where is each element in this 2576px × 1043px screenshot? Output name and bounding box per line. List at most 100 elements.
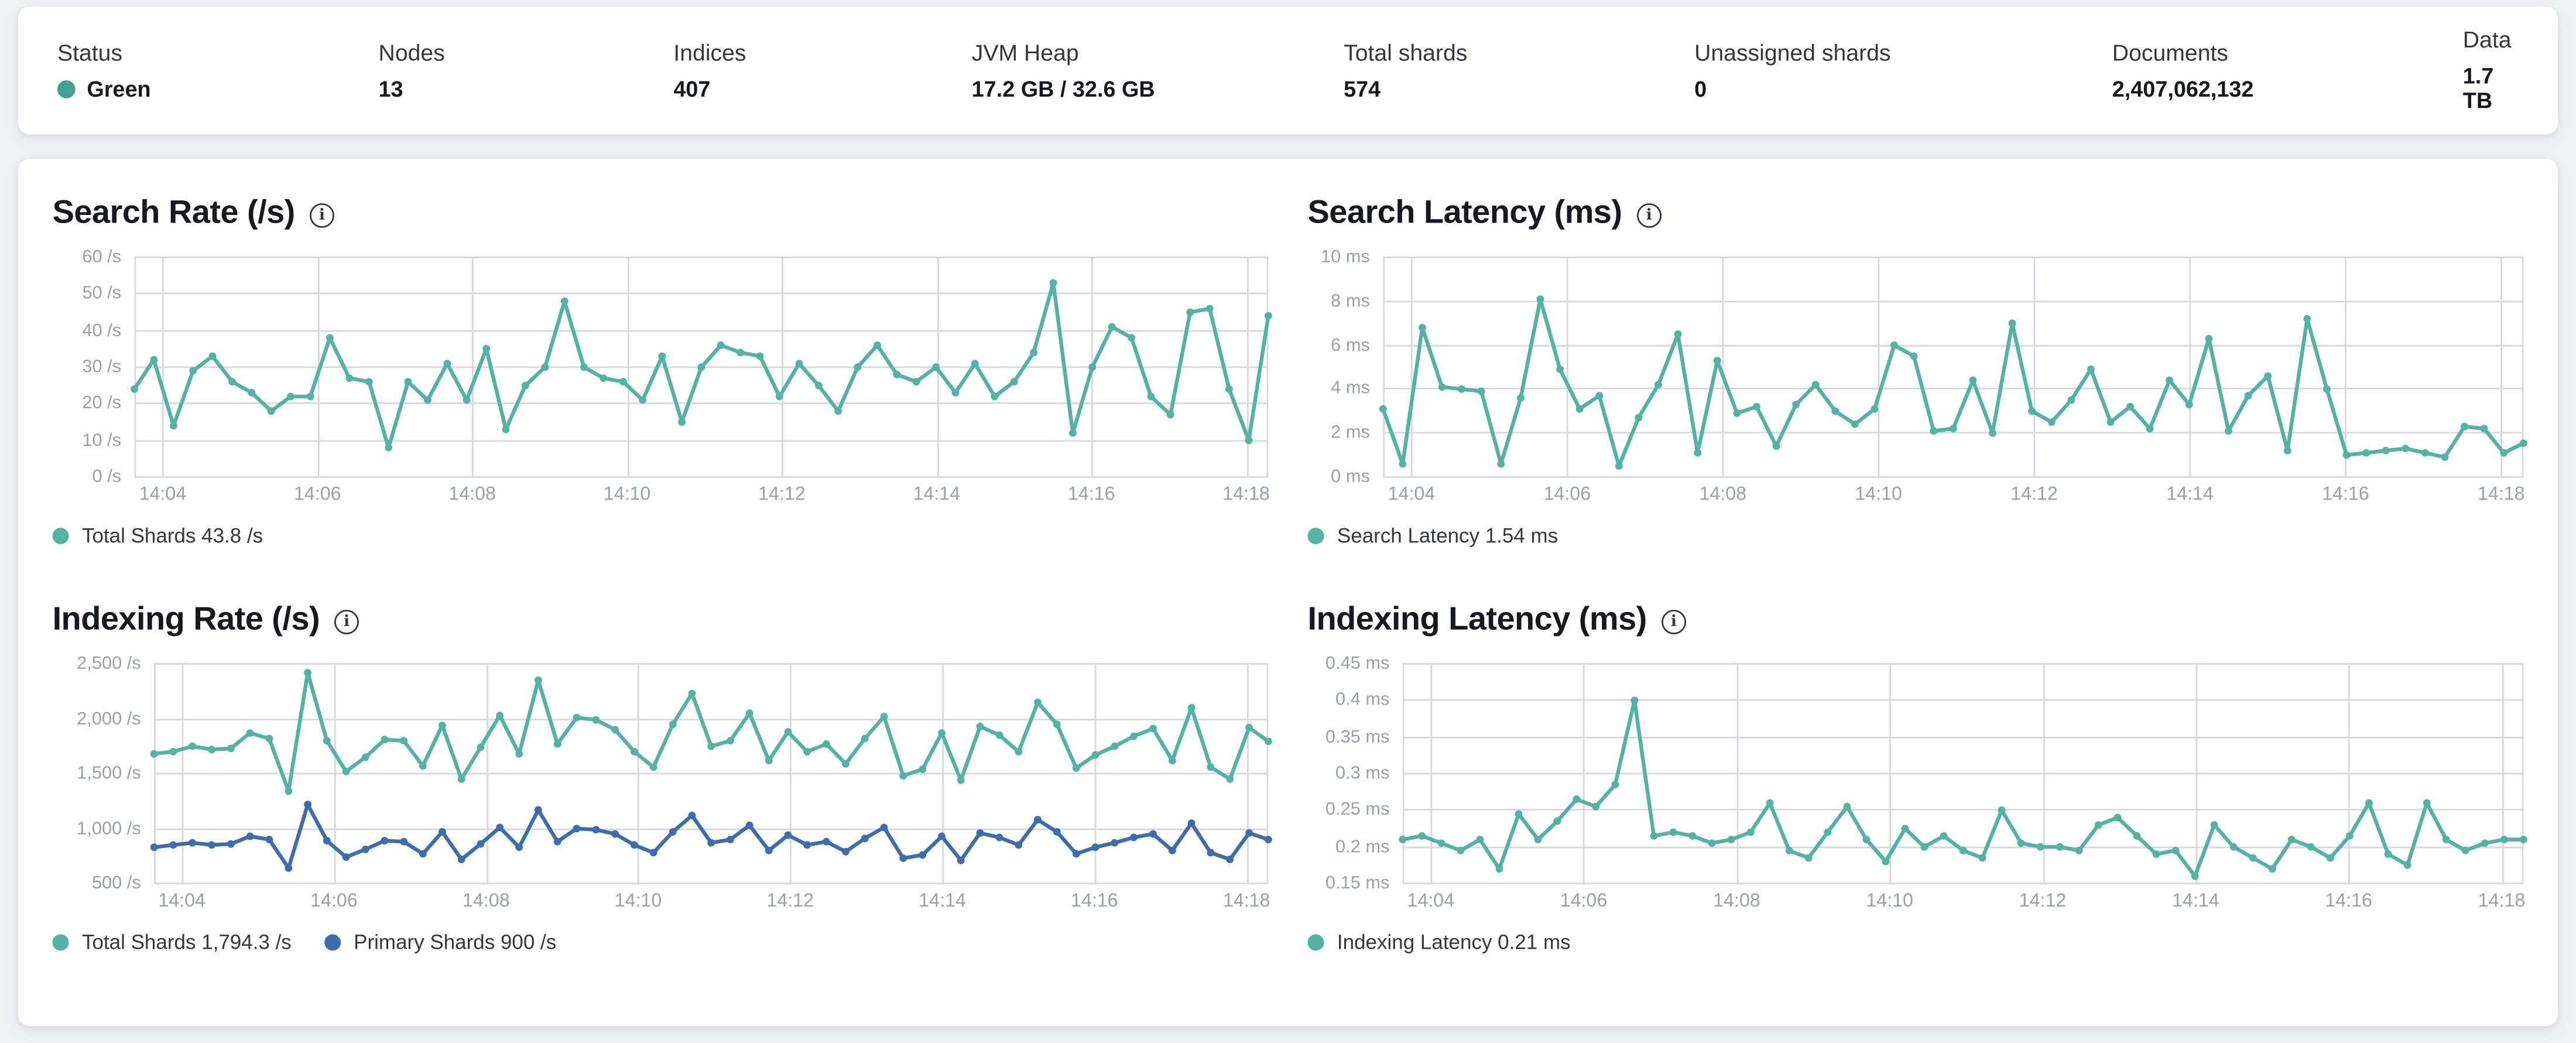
y-tick-label: 1,500 /s [77, 764, 141, 784]
x-tick-label: 14:12 [2010, 485, 2058, 505]
legend-item-total-shards[interactable]: Total Shards 43.8 /s [52, 525, 263, 548]
chart-title: Indexing Latency (ms) [1307, 601, 1647, 638]
data-point [1910, 352, 1918, 360]
info-icon[interactable]: i [309, 203, 334, 228]
data-point [1495, 865, 1503, 873]
metric-status: Status Green [57, 39, 379, 101]
data-point [477, 743, 485, 751]
info-icon[interactable]: i [1636, 203, 1662, 228]
data-point [535, 676, 542, 684]
legend-label: Search Latency 1.54 ms [1337, 524, 1558, 548]
data-point [323, 837, 331, 844]
x-tick-label: 14:18 [1222, 485, 1270, 505]
info-icon[interactable]: i [1661, 610, 1686, 635]
chart-plot-area[interactable] [150, 663, 1272, 885]
x-tick-label: 14:16 [1067, 485, 1115, 505]
x-tick-label: 14:04 [139, 485, 187, 505]
data-point [267, 407, 275, 415]
x-tick-label: 14:14 [2172, 891, 2219, 912]
data-point [2342, 451, 2351, 459]
health-status-icon [57, 79, 76, 98]
data-point [1030, 348, 1037, 357]
data-point [600, 374, 608, 382]
chart-plot-area[interactable] [131, 257, 1272, 478]
data-point [919, 851, 927, 859]
data-point [1920, 843, 1928, 851]
data-point [265, 836, 273, 844]
x-tick-label: 14:06 [294, 485, 341, 505]
data-point [2126, 402, 2135, 411]
x-tick-label: 14:08 [1699, 485, 1747, 505]
data-point [2461, 422, 2468, 430]
data-point [1556, 365, 1564, 374]
data-point [631, 748, 638, 756]
chart-plot-area[interactable] [1399, 663, 2527, 885]
data-point [1091, 751, 1099, 759]
y-tick-label: 1,000 /s [77, 819, 141, 839]
data-point [2028, 407, 2036, 415]
y-tick-label: 500 /s [91, 873, 141, 894]
data-point [756, 352, 764, 360]
data-point [2500, 449, 2508, 457]
legend-item-search-latency[interactable]: Search Latency 1.54 ms [1307, 524, 1558, 548]
y-tick-label: 20 /s [82, 394, 122, 414]
legend-item-total-shards[interactable]: Total Shards 1,794.3 /s [52, 931, 292, 954]
chart-title: Search Rate (/s) [52, 195, 296, 231]
metric-value: 1.7 TB [2462, 64, 2494, 114]
y-tick-label: 0.4 ms [1335, 690, 1390, 710]
data-point [2229, 843, 2238, 851]
data-point [1147, 392, 1155, 401]
data-point [419, 850, 427, 858]
chart-plot-area[interactable] [1379, 257, 2527, 478]
x-tick-label: 14:16 [2322, 485, 2369, 505]
data-point [1792, 401, 1800, 409]
line-chart-svg [1399, 663, 2527, 885]
data-point [1438, 383, 1446, 391]
x-axis-labels: 14:04 14:06 14:08 14:10 14:12 14:14 14:16 14:18 [1383, 482, 2525, 510]
data-point [541, 363, 549, 371]
data-point [893, 371, 901, 378]
y-tick-label: 40 /s [82, 320, 122, 341]
data-point [649, 849, 657, 857]
data-point [553, 740, 561, 748]
data-point [345, 374, 354, 382]
data-point [404, 378, 412, 386]
data-point [150, 843, 158, 852]
legend-item-primary-shards[interactable]: Primary Shards 900 /s [324, 931, 556, 954]
x-tick-label: 14:16 [1071, 891, 1118, 912]
x-tick-label: 14:04 [158, 891, 205, 912]
info-icon[interactable]: i [334, 610, 359, 635]
legend-label: Total Shards 1,794.3 /s [81, 931, 292, 954]
data-point [1264, 836, 1272, 844]
legend-item-indexing-latency[interactable]: Indexing Latency 0.21 ms [1307, 931, 1571, 954]
y-axis-labels: 0.15 ms 0.2 ms 0.25 ms 0.3 ms 0.35 ms 0.4 ms 0… [1308, 654, 1403, 894]
data-point [2500, 836, 2508, 844]
data-point [361, 753, 369, 761]
series-line-primary-shards [152, 802, 1270, 870]
data-point [2008, 319, 2016, 327]
data-point [2382, 446, 2390, 454]
y-tick-label: 8 ms [1331, 291, 1370, 312]
data-point [285, 787, 293, 795]
data-point [1615, 462, 1623, 470]
data-point [1088, 363, 1097, 371]
data-point [2480, 425, 2488, 433]
data-point [1015, 841, 1023, 849]
chart-header: Search Latency (ms) i [1308, 191, 2524, 236]
data-point [1091, 843, 1099, 852]
data-point [2303, 314, 2311, 323]
data-point [381, 736, 389, 744]
metric-label: Unassigned shards [1694, 38, 1891, 65]
data-point [2056, 843, 2064, 851]
x-tick-label: 14:16 [2325, 891, 2372, 912]
metric-jvm-heap: JVM Heap 17.2 GB / 32.6 GB [972, 39, 1344, 101]
data-point [1130, 833, 1138, 842]
data-point [784, 728, 792, 736]
data-point [1225, 385, 1233, 393]
data-point [1034, 816, 1042, 824]
data-point [381, 837, 389, 844]
data-point [854, 363, 862, 371]
data-point [2191, 872, 2199, 880]
data-point [457, 856, 465, 863]
chart-indexing-latency: Indexing Latency (ms) i 0.15 ms 0.2 ms 0.2… [1307, 599, 2527, 956]
